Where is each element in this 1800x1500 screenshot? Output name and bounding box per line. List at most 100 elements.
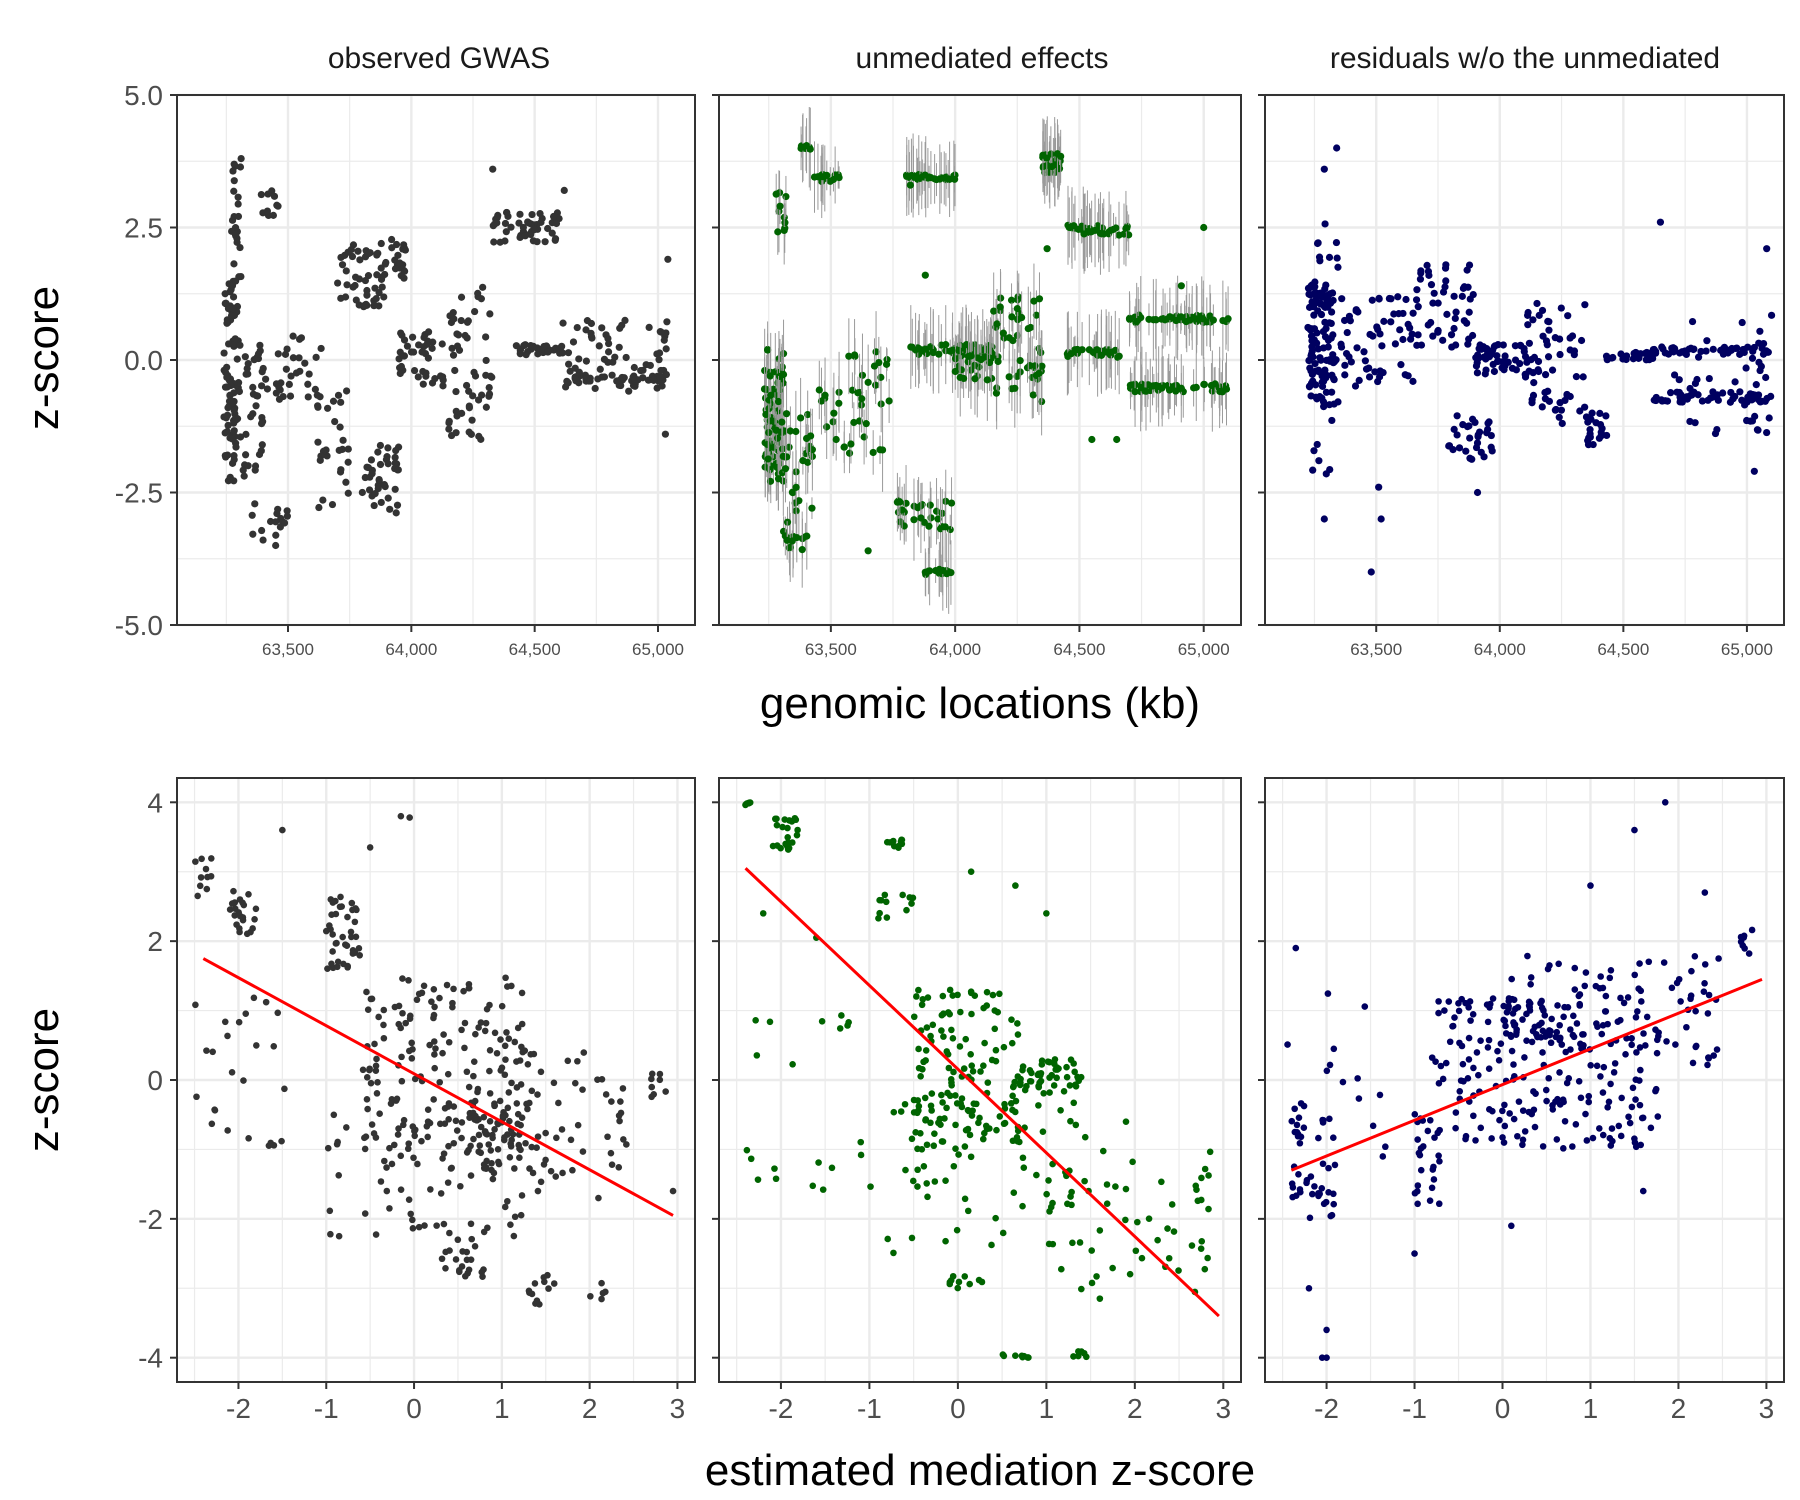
data-point [921, 568, 929, 576]
data-point [598, 324, 606, 332]
data-point [1426, 1197, 1434, 1205]
data-point [1382, 1143, 1389, 1151]
data-point [521, 1047, 529, 1054]
data-points [1304, 144, 1776, 576]
data-point [517, 1211, 525, 1219]
data-point [962, 1035, 970, 1043]
data-point [1046, 1208, 1053, 1215]
panels-layer: 63,500 64,000 64,500 65,000-5.0-2.50.02.55.… [115, 80, 1785, 1424]
data-point [449, 351, 458, 359]
data-point [567, 1136, 575, 1144]
data-point [454, 1236, 462, 1244]
data-point [881, 891, 889, 899]
data-point [607, 1149, 615, 1157]
data-point [364, 1105, 371, 1113]
data-point [363, 1074, 371, 1081]
data-point [571, 375, 579, 383]
data-point [228, 282, 237, 290]
data-point [1602, 412, 1610, 420]
data-point [553, 1134, 560, 1142]
data-point [289, 354, 297, 362]
data-point [461, 331, 469, 340]
data-point [821, 391, 829, 399]
data-point [1320, 1200, 1328, 1208]
data-point [569, 1166, 576, 1174]
data-point [559, 319, 567, 327]
data-point [236, 163, 245, 171]
data-point [898, 836, 906, 844]
data-point [975, 1119, 982, 1127]
data-point [338, 261, 347, 269]
data-point [225, 340, 233, 348]
data-point [1640, 1030, 1647, 1037]
data-point [528, 1290, 536, 1298]
data-point [312, 353, 320, 361]
data-point [1608, 1125, 1616, 1132]
data-point [1601, 1008, 1609, 1015]
data-point [432, 1045, 439, 1052]
data-point [465, 1146, 472, 1154]
data-point [1547, 1039, 1555, 1047]
data-point [251, 462, 260, 470]
data-point [1330, 1200, 1338, 1208]
data-point [595, 342, 603, 350]
data-point [1618, 1094, 1625, 1102]
data-point [1431, 1134, 1438, 1141]
data-point [977, 356, 985, 364]
data-point [504, 1197, 511, 1205]
data-point [1541, 371, 1550, 379]
data-point [1546, 962, 1553, 969]
data-point [940, 1033, 947, 1040]
data-point [409, 333, 417, 341]
data-point [230, 260, 238, 268]
data-point [1705, 991, 1713, 999]
data-point [229, 293, 238, 301]
data-point [1450, 425, 1458, 433]
data-point [917, 1073, 924, 1080]
data-point [457, 1182, 464, 1190]
data-point [453, 342, 462, 350]
data-point [1436, 1126, 1443, 1134]
data-point [1677, 391, 1685, 399]
data-point [1417, 269, 1425, 277]
data-point [1683, 1023, 1690, 1031]
data-point [815, 1159, 822, 1166]
data-point [1321, 220, 1329, 228]
data-point [1311, 290, 1319, 299]
data-point [374, 448, 382, 456]
data-point [1088, 435, 1096, 444]
data-point [1535, 311, 1543, 319]
data-point [955, 1151, 962, 1158]
data-point [1057, 1107, 1064, 1114]
data-point [1365, 364, 1373, 372]
data-point [1012, 1097, 1020, 1105]
data-point [914, 1183, 921, 1190]
data-point [1339, 1078, 1347, 1086]
data-point [242, 451, 250, 459]
data-point [1313, 440, 1321, 449]
data-point [335, 1232, 343, 1240]
data-point [901, 1100, 909, 1108]
data-point [1063, 1063, 1070, 1071]
data-point [1039, 1128, 1047, 1135]
data-point [882, 898, 890, 906]
data-point [1450, 324, 1458, 333]
data-point [230, 389, 238, 397]
data-point [766, 372, 774, 380]
data-point [1131, 388, 1139, 396]
data-point [1198, 1196, 1205, 1204]
data-point [1035, 369, 1043, 378]
data-point [282, 365, 290, 373]
data-point [1078, 346, 1086, 354]
data-point [1200, 380, 1208, 389]
data-point [608, 1161, 616, 1169]
data-point [1502, 1022, 1509, 1030]
data-point [504, 983, 511, 990]
data-point [1380, 317, 1388, 325]
data-point [328, 960, 335, 968]
data-point [494, 1146, 502, 1153]
data-point [1499, 1134, 1506, 1141]
data-point [1516, 360, 1524, 368]
data-point [1414, 1182, 1422, 1189]
data-point [1329, 296, 1337, 305]
